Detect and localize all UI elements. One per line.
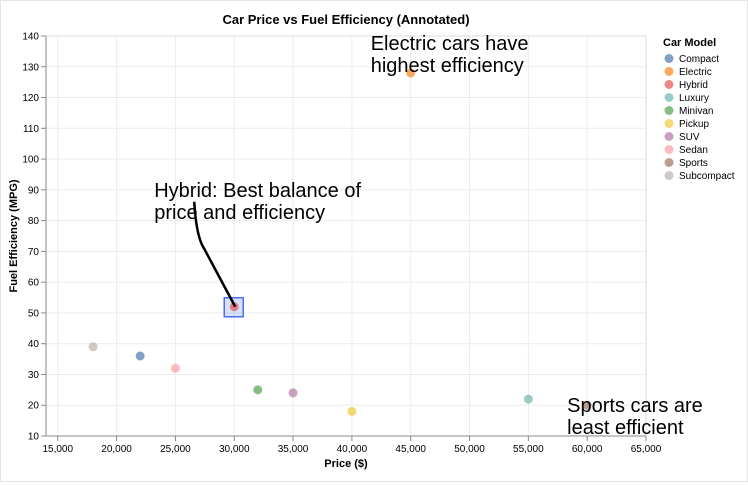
y-tick-label: 130	[22, 62, 39, 73]
annotations: Electric cars have highest efficiency Hybr…	[154, 33, 703, 439]
x-tick-label: 45,000	[395, 444, 426, 455]
legend: Car Model Compact Electric Hybrid Luxury Mini…	[663, 37, 735, 182]
data-point-minivan	[253, 385, 263, 395]
x-axis-title: Price ($)	[324, 458, 368, 470]
legend-title: Car Model	[663, 37, 716, 49]
data-point-luxury	[523, 394, 533, 404]
annotation-arrow	[192, 201, 237, 308]
legend-swatch	[664, 158, 674, 167]
y-tick-label: 10	[28, 432, 40, 443]
annotation-line: Hybrid: Best balance of	[154, 180, 361, 202]
x-axis: 15,000 20,000 25,000 30,000 35,000 40,000 45,0…	[42, 435, 662, 455]
annotation-line: Electric cars have	[371, 33, 529, 55]
data-point-electric	[406, 68, 416, 78]
legend-swatch	[664, 132, 674, 141]
legend-swatch	[664, 93, 674, 102]
y-tick-label: 100	[22, 155, 39, 166]
y-axis-title: Fuel Efficiency (MPG)	[8, 179, 20, 292]
legend-label: Compact	[679, 54, 719, 65]
y-tick-label: 140	[22, 32, 39, 43]
data-point-sports	[582, 400, 592, 410]
annotation-1: Electric cars have highest efficiency	[371, 33, 529, 77]
legend-label: Subcompact	[679, 171, 735, 182]
legend-label: Sports	[679, 158, 708, 169]
annotation-line: price and efficiency	[154, 202, 325, 224]
y-tick-label: 80	[28, 216, 40, 227]
y-axis: 10 20 30 40 50 60 70 80 90 100 110 120 130 140	[22, 32, 47, 443]
y-tick-label: 120	[22, 93, 39, 104]
x-tick-label: 40,000	[337, 444, 368, 455]
legend-swatch	[664, 106, 674, 115]
legend-swatch	[664, 67, 674, 76]
y-tick-label: 20	[28, 401, 40, 412]
chart-title: Car Price vs Fuel Efficiency (Annotated)	[222, 12, 469, 27]
legend-label: Luxury	[679, 93, 709, 104]
legend-swatch	[664, 171, 674, 180]
y-tick-label: 110	[23, 124, 39, 135]
x-tick-label: 30,000	[219, 444, 250, 455]
y-tick-label: 90	[28, 185, 40, 196]
grid	[46, 35, 647, 437]
y-tick-label: 40	[28, 339, 40, 350]
x-tick-label: 25,000	[160, 444, 191, 455]
data-point-pickup	[347, 406, 357, 416]
y-tick-label: 70	[28, 247, 40, 258]
x-tick-label: 65,000	[631, 444, 662, 455]
y-tick-label: 60	[28, 278, 40, 289]
legend-label: SUV	[679, 132, 700, 143]
x-tick-label: 20,000	[101, 444, 132, 455]
y-tick-label: 30	[28, 370, 40, 381]
annotation-line: highest efficiency	[371, 55, 524, 77]
legend-swatch	[664, 145, 674, 154]
plot-area-border	[45, 35, 647, 437]
legend-label: Hybrid	[679, 80, 708, 91]
x-tick-label: 35,000	[278, 444, 309, 455]
annotation-3: Sports cars are least efficient	[567, 395, 703, 439]
data-point-suv	[288, 388, 298, 398]
annotation-2: Hybrid: Best balance of price and efficie…	[154, 180, 361, 224]
legend-swatch	[664, 80, 674, 89]
legend-label: Electric	[679, 67, 712, 78]
x-tick-label: 55,000	[513, 444, 544, 455]
data-point-sedan	[170, 363, 180, 373]
legend-label: Sedan	[679, 145, 708, 156]
data-point-compact	[135, 351, 145, 361]
legend-swatch	[664, 119, 674, 128]
legend-label: Pickup	[679, 119, 709, 130]
data-point-subcompact	[88, 342, 98, 352]
x-tick-label: 15,000	[42, 444, 73, 455]
data-points	[88, 68, 592, 416]
annotation-line: Sports cars are	[567, 395, 703, 417]
y-tick-label: 50	[28, 308, 40, 319]
x-tick-label: 50,000	[454, 444, 485, 455]
x-tick-label: 60,000	[572, 444, 603, 455]
legend-swatch	[664, 54, 674, 63]
annotation-line: least efficient	[567, 417, 684, 439]
legend-label: Minivan	[679, 106, 713, 117]
